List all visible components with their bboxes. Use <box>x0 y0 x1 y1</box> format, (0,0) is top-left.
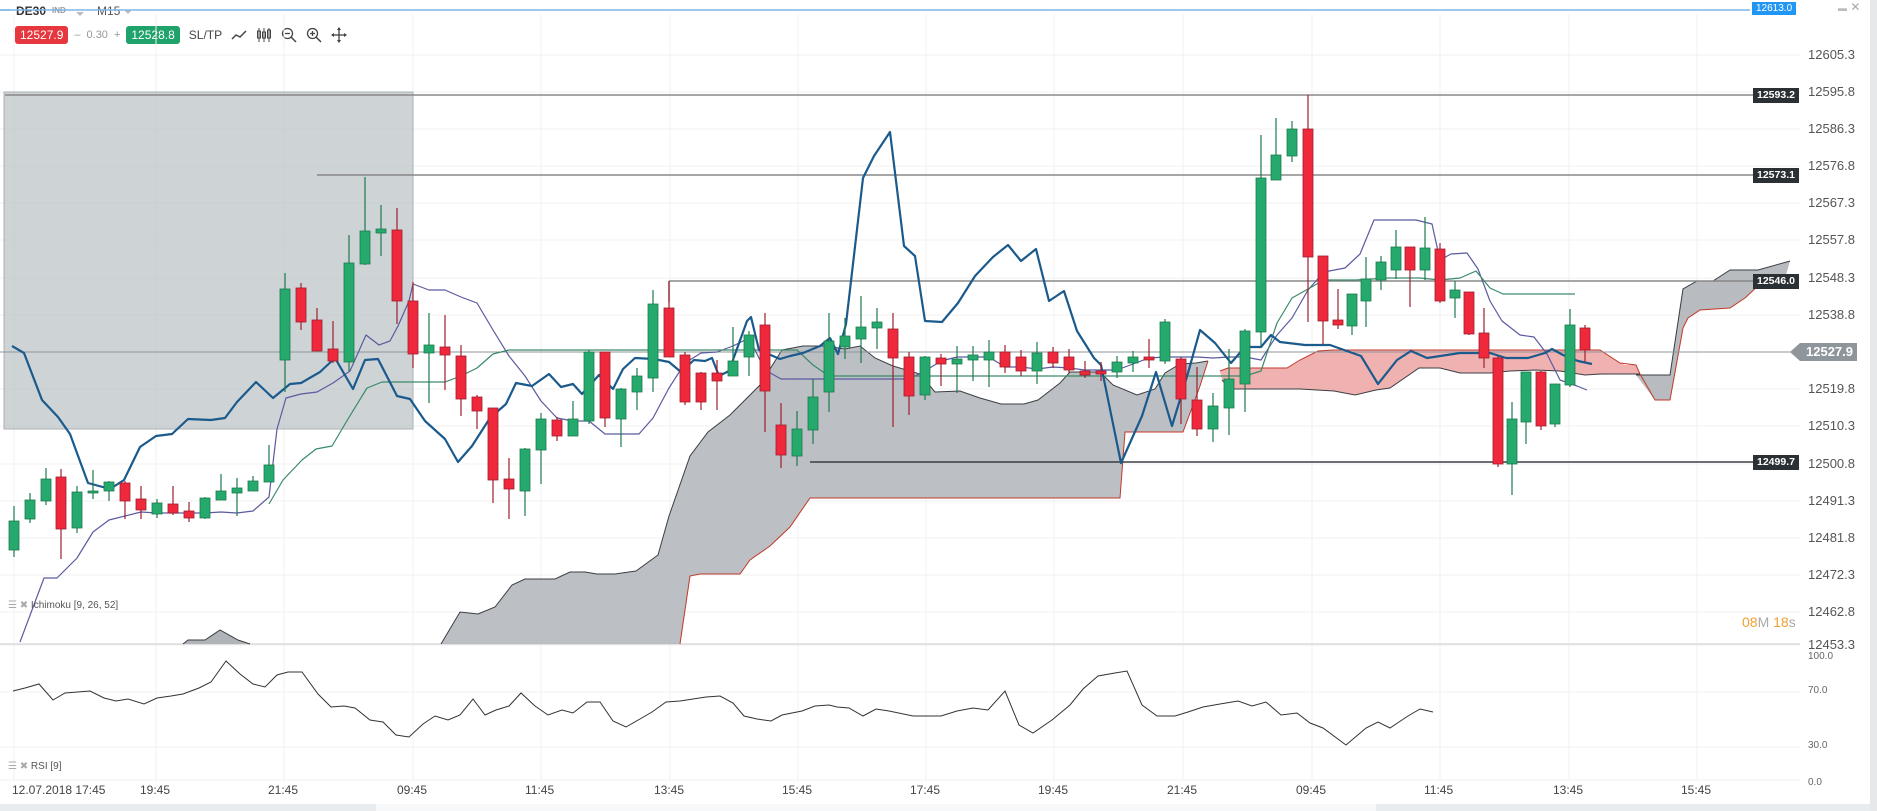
close-pane-icon[interactable]: ✕ <box>1850 0 1861 14</box>
sell-button[interactable]: 12527.9 <box>15 26 69 44</box>
indicator-remove-icon[interactable]: ✖ <box>19 761 29 772</box>
window-controls: ▬ ✕ <box>1838 0 1860 14</box>
minimize-pane-icon[interactable]: ▬ <box>1838 3 1847 13</box>
time-tick-label: 09:45 <box>1296 783 1327 797</box>
indicator-settings-icon[interactable]: ☰ <box>8 761 17 772</box>
price-tick-label: 12472.3 <box>1808 567 1855 582</box>
time-tick-label: 09:45 <box>397 783 428 797</box>
top-price-tag: 12613.0 <box>1752 2 1797 15</box>
price-tick-label: 12500.8 <box>1808 456 1855 471</box>
sl-tp-button[interactable]: SL/TP <box>188 28 223 42</box>
line-chart-icon[interactable] <box>231 27 247 43</box>
candle-countdown: 08M 18s <box>1742 614 1796 630</box>
time-tick-label: 17:45 <box>910 783 941 797</box>
scrollbar-thumb[interactable] <box>376 804 1376 811</box>
time-tick-label: 12.07.2018 17:45 <box>12 783 106 797</box>
spread-plus-button[interactable]: + <box>113 29 121 41</box>
right-side-panel <box>1870 0 1877 811</box>
symbol-selector[interactable]: DE30 <box>16 4 46 18</box>
price-tick-label: 12557.8 <box>1808 232 1855 247</box>
indicator-remove-icon[interactable]: ✖ <box>19 600 29 611</box>
rsi-line <box>12 660 1434 746</box>
time-tick-label: 13:45 <box>654 783 685 797</box>
symbol-dropdown-caret-icon[interactable] <box>72 5 84 23</box>
timeframe-caret-icon <box>124 9 133 14</box>
price-tick-label: 12519.8 <box>1808 381 1855 396</box>
ichimoku-cloud <box>182 260 1791 645</box>
price-tick-label: 12453.3 <box>1808 637 1855 652</box>
time-tick-label: 19:45 <box>1038 783 1069 797</box>
price-tick-label: 12595.8 <box>1808 84 1855 99</box>
rsi-tick-label: 70.0 <box>1808 685 1828 696</box>
price-level-tag: 12593.2 <box>1753 88 1799 103</box>
price-tick-label: 12462.8 <box>1808 604 1855 619</box>
rsi-tick-label: 0.0 <box>1808 777 1822 788</box>
time-tick-label: 13:45 <box>1553 783 1584 797</box>
time-tick-label: 21:45 <box>268 783 299 797</box>
highlight-zone <box>3 91 414 430</box>
current-price-tag: 12527.9 <box>1790 343 1857 361</box>
zoom-out-icon[interactable] <box>281 27 297 43</box>
time-tick-label: 11:45 <box>1424 783 1454 797</box>
rsi-tick-label: 100.0 <box>1808 651 1834 662</box>
price-level-tag: 12546.0 <box>1753 274 1799 289</box>
price-level-tag: 12573.1 <box>1753 168 1799 183</box>
price-tick-label: 12605.3 <box>1808 47 1855 62</box>
crosshair-move-icon[interactable] <box>331 27 348 43</box>
time-tick-label: 19:45 <box>140 783 171 797</box>
ichimoku-label-text: Ichimoku [9, 26, 52] <box>30 600 119 611</box>
symbol-name: DE30 <box>16 4 47 18</box>
indicator-settings-icon[interactable]: ☰ <box>8 600 17 611</box>
rsi-tick-label: 30.0 <box>1808 740 1828 751</box>
price-tick-label: 12510.3 <box>1808 418 1855 433</box>
ichimoku-indicator-label[interactable]: ☰ ✖ Ichimoku [9, 26, 52] <box>8 600 118 611</box>
price-tick-label: 12567.3 <box>1808 195 1855 210</box>
rsi-indicator-label[interactable]: ☰ ✖ RSI [9] <box>8 761 62 772</box>
buy-button[interactable]: 12528.8 <box>126 26 180 44</box>
price-tick-label: 12586.3 <box>1808 121 1855 136</box>
trade-bar: 12527.9 – 0.30 + 12528.8 SL/TP <box>15 25 348 45</box>
price-level-tag: 12499.7 <box>1753 455 1799 470</box>
spread-minus-button[interactable]: – <box>74 29 81 41</box>
candlestick-icon[interactable] <box>256 27 272 43</box>
zoom-in-icon[interactable] <box>306 27 322 43</box>
price-tick-label: 12491.3 <box>1808 493 1855 508</box>
price-tick-label: 12481.8 <box>1808 530 1855 545</box>
price-level-lines <box>0 94 1800 463</box>
time-tick-label: 11:45 <box>525 783 555 797</box>
rsi-label-text: RSI [9] <box>30 761 62 772</box>
timeframe-selector[interactable]: M15 <box>97 4 133 18</box>
candlesticks <box>8 95 1591 559</box>
price-tick-label: 12576.8 <box>1808 158 1855 173</box>
time-tick-label: 15:45 <box>1681 783 1712 797</box>
time-tick-label: 21:45 <box>1167 783 1198 797</box>
timeframe-label: M15 <box>97 4 121 18</box>
price-tick-label: 12548.3 <box>1808 270 1855 285</box>
price-tick-label: 12538.8 <box>1808 307 1855 322</box>
spread-value: 0.30 <box>86 29 108 41</box>
time-tick-label: 15:45 <box>782 783 813 797</box>
